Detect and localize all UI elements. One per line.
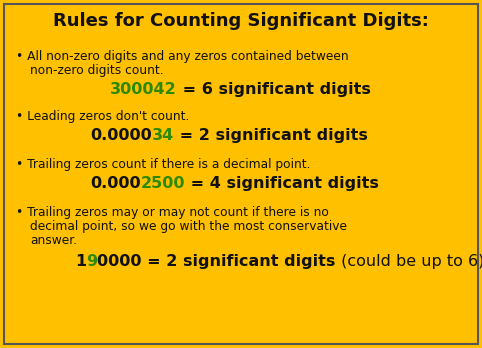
- Text: Rules for Counting Significant Digits:: Rules for Counting Significant Digits:: [53, 12, 429, 30]
- Text: (could be up to 6): (could be up to 6): [335, 254, 482, 269]
- Text: • Trailing zeros may or may not count if there is no: • Trailing zeros may or may not count if…: [16, 206, 329, 219]
- Text: decimal point, so we go with the most conservative: decimal point, so we go with the most co…: [30, 220, 347, 233]
- Text: = 2 significant digits: = 2 significant digits: [174, 128, 368, 143]
- Text: 34: 34: [152, 128, 174, 143]
- Text: = 4 significant digits: = 4 significant digits: [185, 176, 379, 191]
- Text: • Leading zeros don't count.: • Leading zeros don't count.: [16, 110, 189, 123]
- Text: 2500: 2500: [141, 176, 185, 191]
- Text: = 6 significant digits: = 6 significant digits: [177, 82, 371, 97]
- Text: 300042: 300042: [110, 82, 177, 97]
- Text: 0.000: 0.000: [90, 176, 141, 191]
- Text: • All non-zero digits and any zeros contained between: • All non-zero digits and any zeros cont…: [16, 50, 348, 63]
- Text: 9: 9: [86, 254, 97, 269]
- Text: 0000 = 2 significant digits: 0000 = 2 significant digits: [97, 254, 335, 269]
- Text: answer.: answer.: [30, 234, 77, 247]
- FancyBboxPatch shape: [4, 4, 478, 344]
- Text: • Trailing zeros count if there is a decimal point.: • Trailing zeros count if there is a dec…: [16, 158, 310, 171]
- Text: 1: 1: [75, 254, 86, 269]
- Text: non-zero digits count.: non-zero digits count.: [30, 64, 163, 77]
- Text: 0.0000: 0.0000: [90, 128, 152, 143]
